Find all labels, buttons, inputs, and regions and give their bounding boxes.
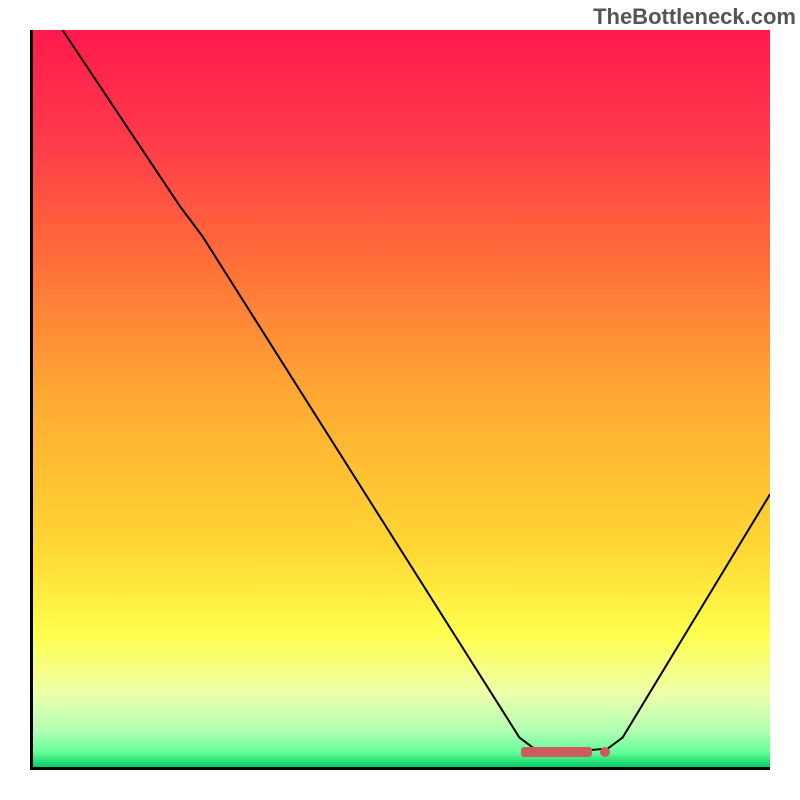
optimal-marker-bar bbox=[521, 747, 592, 757]
watermark-text: TheBottleneck.com bbox=[593, 4, 796, 30]
plot-area bbox=[30, 30, 770, 770]
optimal-marker-dot bbox=[600, 747, 610, 757]
curve-layer bbox=[33, 30, 770, 767]
optimal-marker bbox=[521, 747, 610, 757]
bottleneck-curve bbox=[62, 30, 770, 752]
